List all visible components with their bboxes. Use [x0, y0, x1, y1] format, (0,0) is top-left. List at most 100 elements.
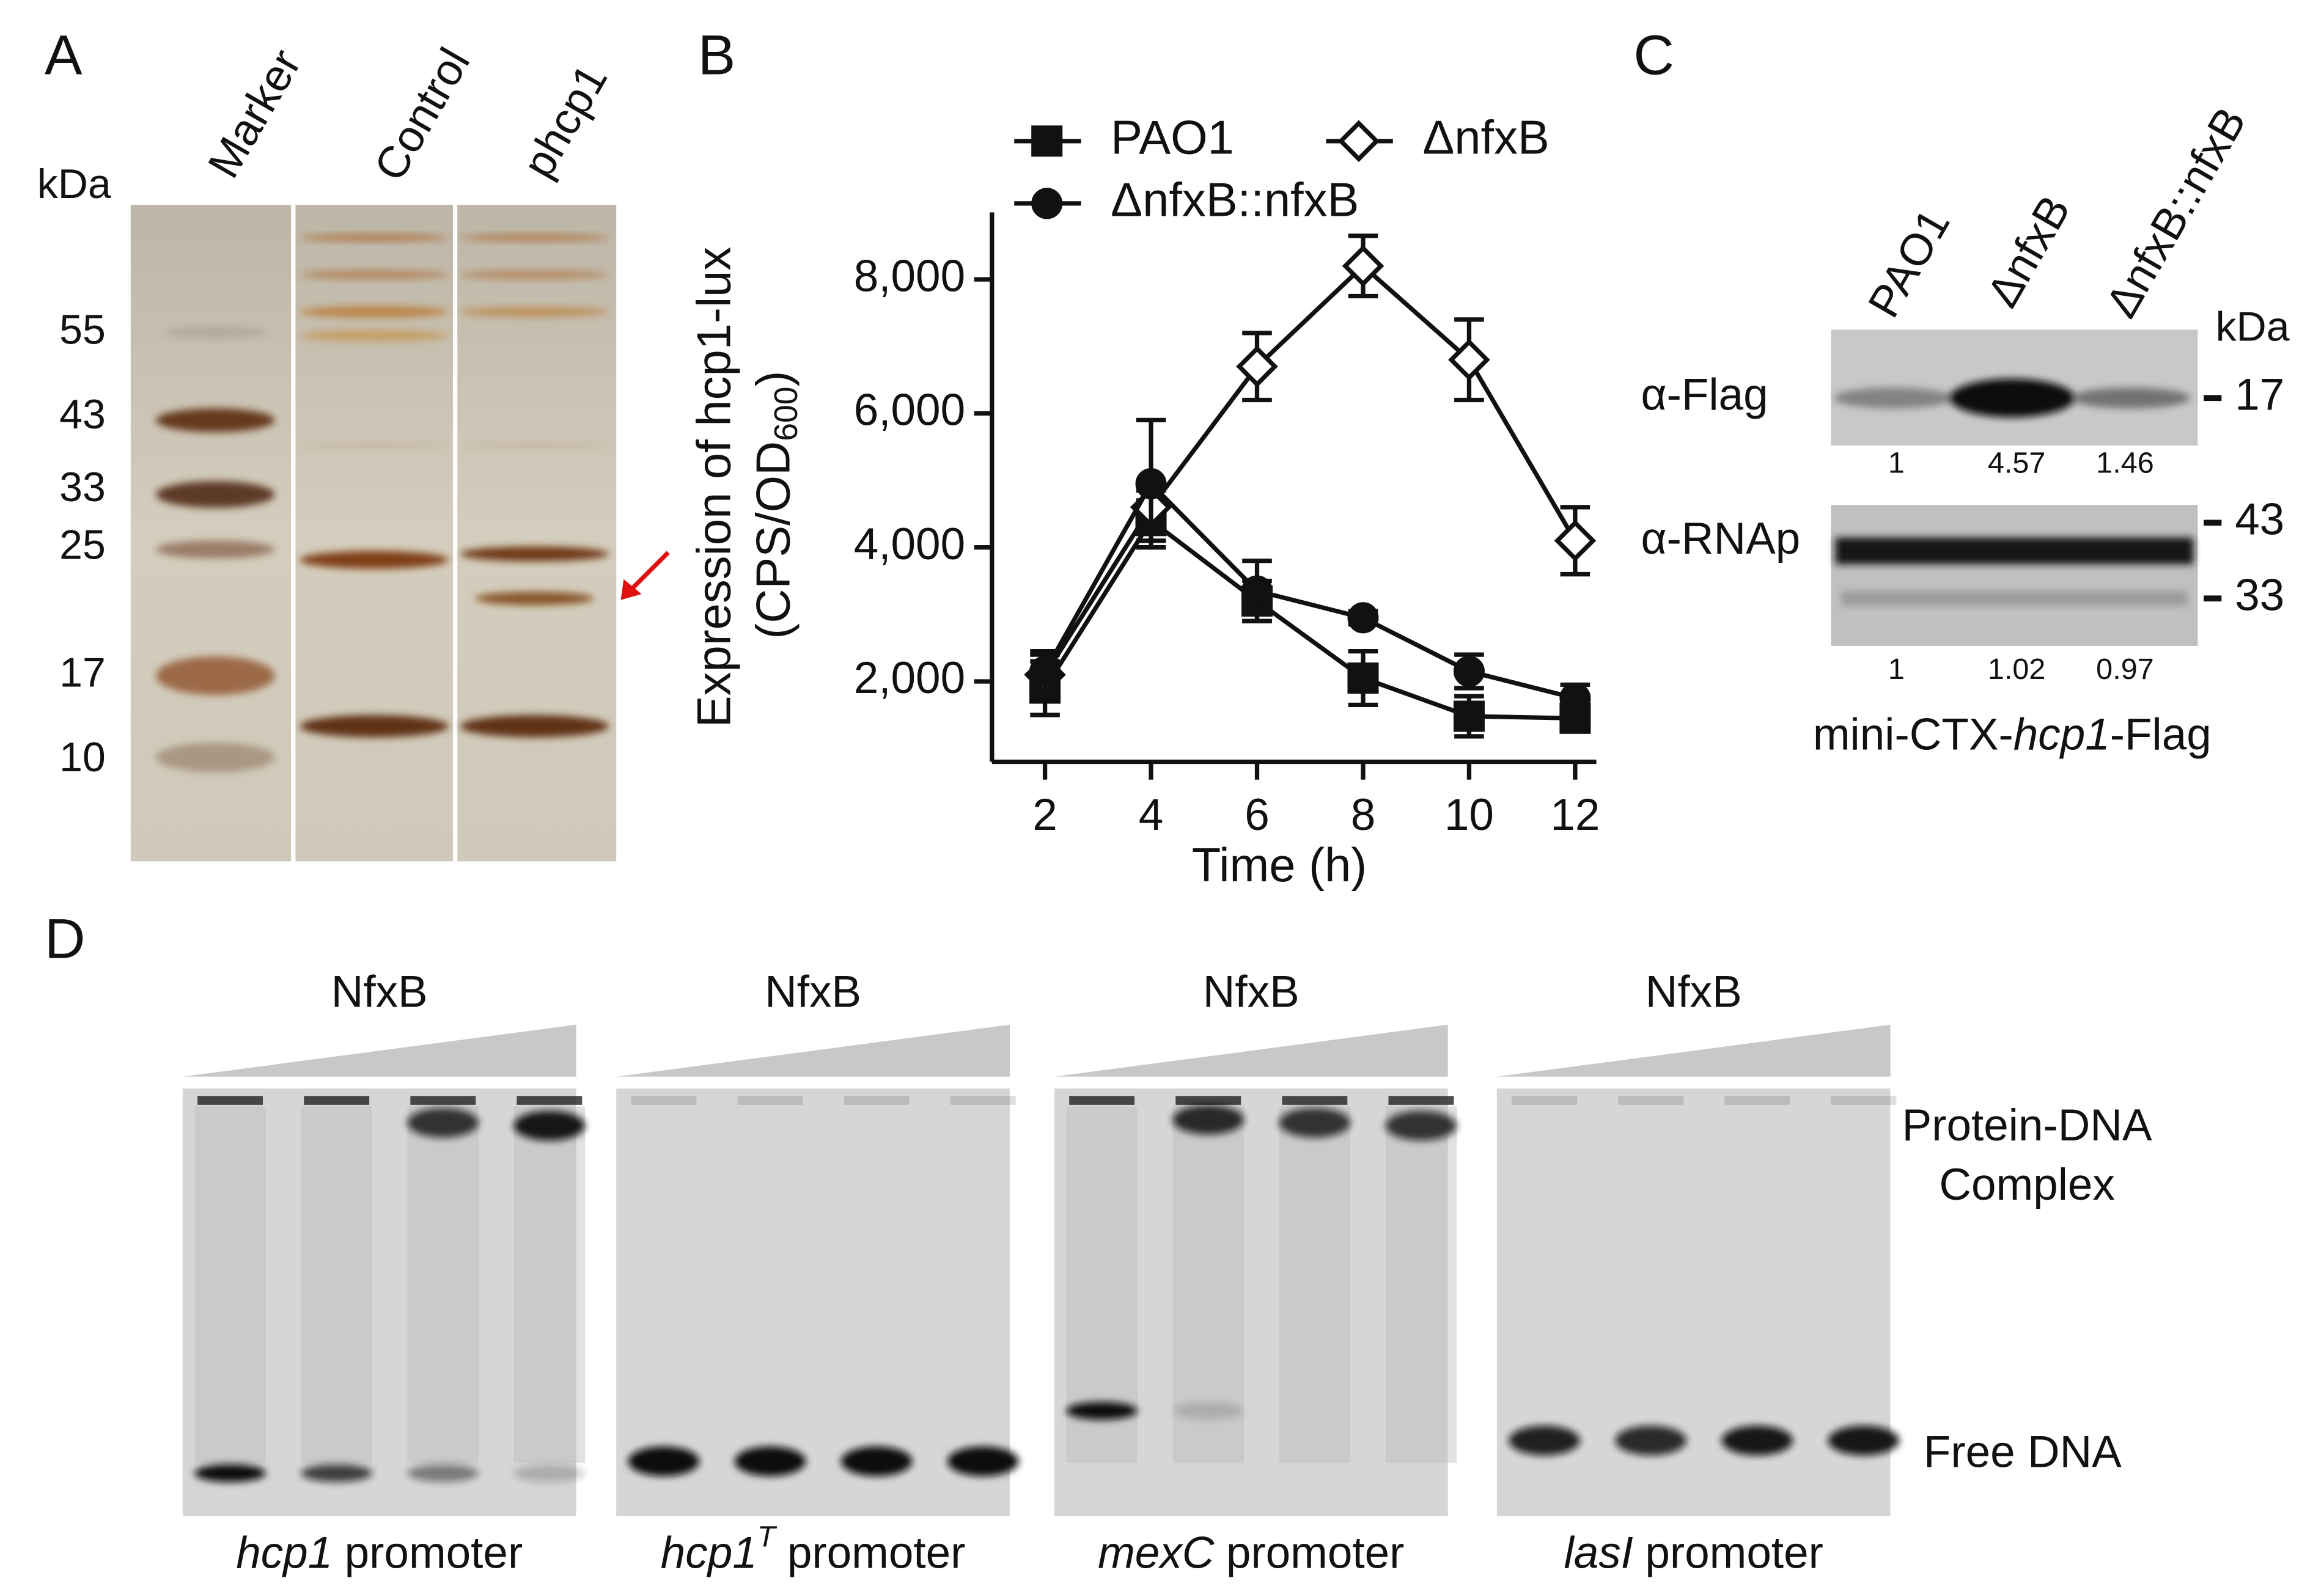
- gel-well: [197, 1096, 263, 1105]
- marker: [1236, 345, 1278, 387]
- shifted-band: [407, 1107, 479, 1138]
- y-axis-label: Expression of hcp1-lux (CPS/OD600): [688, 247, 804, 728]
- gel-band: [300, 442, 449, 449]
- marker: [1029, 656, 1061, 688]
- free-band: [1172, 1401, 1245, 1420]
- free-band: [194, 1464, 266, 1483]
- gel-well: [1282, 1096, 1348, 1105]
- gel-well: [1175, 1096, 1241, 1105]
- x-axis-label: Time (h): [1192, 839, 1367, 892]
- quant-label: 4.57: [1988, 446, 2046, 479]
- free-band: [513, 1464, 586, 1483]
- free-band: [1828, 1425, 1900, 1456]
- marker-label: 55: [59, 306, 106, 353]
- promoter-sup: T: [757, 1520, 778, 1553]
- lane-label: Marker: [199, 41, 311, 186]
- gel-band: [460, 233, 609, 241]
- promoter-gene: lasI: [1564, 1528, 1633, 1578]
- free-band: [1615, 1425, 1686, 1456]
- quant-label: 1.02: [1988, 653, 2046, 686]
- marker-label: 43: [2235, 495, 2284, 545]
- arrow: [625, 551, 670, 596]
- quant-label: 0.97: [2096, 653, 2154, 686]
- gel-lane: [407, 1106, 479, 1463]
- blot: [1831, 505, 2198, 647]
- panel-label: B: [698, 23, 736, 87]
- blot-band: [1841, 591, 2188, 606]
- promoter-label: mexC promoter: [1098, 1528, 1404, 1578]
- gel-lane: [1279, 1106, 1351, 1463]
- marker: [1031, 188, 1063, 219]
- marker: [1554, 519, 1597, 562]
- marker: [1337, 120, 1380, 163]
- promoter-gene: hcp1: [236, 1528, 333, 1578]
- gel-band: [300, 329, 449, 342]
- gel-well: [517, 1096, 583, 1105]
- free-band: [734, 1446, 806, 1477]
- marker: [1453, 700, 1485, 732]
- quant-label: 1: [1888, 653, 1905, 686]
- unit-label: kDa: [2216, 303, 2290, 350]
- panel-label: D: [45, 906, 86, 970]
- quant-label: 1.46: [2096, 446, 2154, 479]
- series-line: [1043, 480, 1576, 700]
- free-band: [947, 1446, 1019, 1477]
- gel-band: [460, 442, 609, 449]
- concentration-wedge: [1054, 1024, 1448, 1077]
- gel-well: [631, 1096, 697, 1105]
- promoter-word: promoter: [1226, 1528, 1405, 1578]
- marker: [1347, 602, 1379, 634]
- gel-well: [1388, 1096, 1454, 1105]
- marker: [1031, 125, 1063, 157]
- gel-band: [460, 306, 609, 317]
- marker-label: 33: [2235, 570, 2284, 620]
- y-tick-label: 6,000: [854, 386, 965, 435]
- strain-label: ΔnfxB: [1977, 188, 2079, 315]
- y-axis-label-sub: 600: [768, 387, 804, 441]
- marker-label: 17: [59, 650, 106, 696]
- blot-label: α-Flag: [1641, 370, 1768, 419]
- gel-band: [156, 481, 275, 508]
- free-band: [1721, 1425, 1793, 1456]
- unit-label: kDa: [37, 161, 111, 207]
- gel-band: [300, 270, 449, 279]
- gel-well: [1512, 1096, 1578, 1105]
- gel-band: [156, 656, 275, 695]
- gel-band: [460, 715, 609, 738]
- y-axis-label-units: (CPS/OD: [747, 441, 800, 639]
- promoter-word: promoter: [787, 1528, 966, 1578]
- blot-band: [1949, 378, 2075, 417]
- gel-band: [300, 306, 449, 318]
- gel-band: [156, 742, 275, 772]
- band-label: Complex: [1939, 1160, 2115, 1209]
- blot-band: [2072, 387, 2191, 409]
- lane-label: phcp1: [513, 56, 617, 186]
- marker: [1453, 656, 1485, 688]
- promoter-word: promoter: [1645, 1528, 1823, 1578]
- gel-well: [304, 1096, 370, 1105]
- marker: [1347, 662, 1379, 694]
- free-band: [301, 1464, 372, 1483]
- gel-separator: [291, 205, 296, 862]
- blot-band: [1834, 387, 1953, 409]
- shifted-band: [513, 1110, 586, 1141]
- free-band: [1509, 1425, 1580, 1456]
- strain-label: PAO1: [1859, 201, 1960, 326]
- gel-band: [300, 715, 449, 738]
- x-tick-label: 2: [1032, 790, 1057, 840]
- gel-well: [1724, 1096, 1790, 1105]
- construct-gene: hcp1: [2013, 710, 2110, 760]
- promoter-gene: mexC: [1098, 1528, 1215, 1578]
- legend-label: ΔnfxB: [1422, 111, 1549, 164]
- x-tick-label: 12: [1550, 790, 1600, 840]
- free-band: [840, 1446, 913, 1477]
- gel-well: [410, 1096, 476, 1105]
- free-band: [1066, 1401, 1138, 1420]
- x-tick-label: 8: [1351, 790, 1376, 840]
- gel-well: [1618, 1096, 1684, 1105]
- gel-band: [163, 326, 268, 339]
- x-tick-label: 4: [1139, 790, 1164, 840]
- shifted-band: [1172, 1104, 1245, 1135]
- marker-label: 43: [59, 391, 106, 438]
- protein-label: NfxB: [1646, 967, 1742, 1016]
